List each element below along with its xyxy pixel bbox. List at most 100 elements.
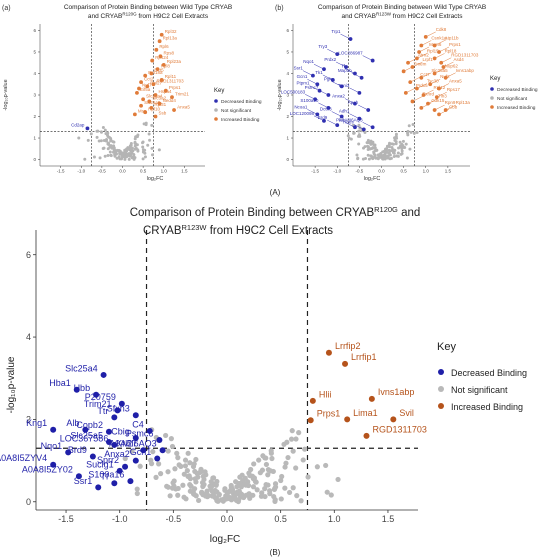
panel-B-point-ns (260, 453, 266, 459)
panel-a-point-increased (154, 47, 159, 52)
panel-B-point-ns (298, 498, 304, 504)
panel-a-point-ns (107, 135, 111, 139)
panel-B-point-ns (150, 449, 156, 455)
panel-B-point-ns (250, 484, 257, 490)
panel-B-xtick-label: 0.0 (221, 514, 234, 524)
panel-a-point-ns (146, 143, 150, 147)
panel-b-point-ns (352, 131, 356, 135)
panel-b-point-ns (397, 146, 401, 150)
panel-B-ytick-label: 4 (26, 332, 31, 342)
panel-b-point-increased (421, 93, 426, 97)
panel-a-point-ns (83, 157, 87, 161)
panel-a-xtick-label: -0.5 (98, 169, 106, 174)
panel-a-point-ns (109, 154, 113, 158)
panel-b-point-ns (408, 147, 412, 151)
panel-a-point-decreased (85, 126, 90, 131)
panel-B-point-ns (129, 448, 135, 454)
panel-B-xlabel: log₂FC (210, 534, 241, 545)
panel-B-point-label-decreased: Psmc6 (126, 428, 154, 438)
panel-b-point-increased (419, 43, 424, 48)
panel-B-point-ns (181, 471, 187, 477)
panel-B-legend-ns-marker (438, 386, 444, 392)
panel-B-point-decreased (132, 412, 139, 419)
panel-b-xtick-label: 0.5 (400, 169, 407, 174)
panel-b-point-decreased (313, 97, 318, 102)
panel-B-point-ns (169, 485, 176, 491)
panel-B-point-increased (307, 417, 314, 424)
panel-a-point-ns (118, 157, 122, 161)
panel-a-point-ns (136, 148, 140, 152)
panel-b-point-label-decreased: Ncoa1 (294, 104, 308, 109)
panel-B-legend-increased: Increased Binding (451, 402, 523, 412)
panel-b-point-ns (381, 154, 385, 158)
panel-a-point-label-increased: Rpl13a (163, 35, 178, 40)
panel-B-point-ns (286, 489, 293, 496)
panel-a-legend-ns: Not significant (221, 108, 252, 114)
panel-b-point-ns (366, 153, 370, 157)
panel-b-point-increased (432, 108, 437, 112)
panel-B-point-label-decreased: Brd9 (68, 445, 87, 455)
panel-B-point-label-increased: Lima1 (353, 408, 378, 418)
panel-a-xtick-label: 1.0 (161, 169, 168, 174)
panel-B-point-label-decreased: Anxa2 (104, 449, 130, 459)
panel-B-title-line2: CRYABR123W from H9C2 Cell Extracts (143, 223, 333, 237)
panel-B-legend: Key Decreased Binding Not significant In… (437, 341, 527, 412)
panel-b-point-ns (401, 145, 405, 149)
panel-b-point-ns (394, 140, 398, 144)
panel-b-point-ns (409, 130, 413, 134)
panel-B-point-ns (290, 485, 296, 491)
panel-b-point-ns (367, 141, 371, 145)
panel-a-ytick-label: 4 (33, 71, 36, 76)
panel-B-point-decreased (111, 480, 118, 487)
panel-b-point-ns (372, 143, 376, 147)
panel-b-point-label-increased: Prdx5 (416, 83, 428, 88)
panel-B-point-ns (281, 441, 287, 447)
panel-b-point-label-increased: Mcm6 (429, 42, 442, 47)
panel-B-point-decreased (100, 371, 107, 378)
panel-B-point-decreased (73, 386, 80, 393)
panel-a-point-ns (86, 138, 90, 142)
panel-b-point-ns (377, 153, 381, 157)
panel-a-ytick-label: 3 (33, 93, 36, 98)
panel-B-point-label-decreased: Kng1 (26, 418, 47, 428)
panel-a-point-increased (159, 78, 164, 82)
panel-a-point-label-increased: Anxa5 (177, 104, 190, 109)
panel-b-point-decreased (370, 58, 375, 63)
panel-a-point-ns (157, 148, 161, 152)
panel-a-point-ns (99, 139, 103, 143)
panel-B-point-ns (185, 450, 191, 456)
panel-B: Comparison of Protein Binding between CR… (0, 205, 527, 545)
panel-B-point-decreased (159, 447, 166, 454)
panel-b-point-label-increased: Rpl13a (456, 100, 471, 105)
panel-b-ytick-label: 0 (286, 157, 289, 162)
panel-B-point-decreased (82, 426, 89, 433)
panel-b-point-label-increased: RGD1311703 (451, 53, 479, 58)
panel-b-point-increased (426, 101, 430, 106)
panel-B-point-ns (184, 468, 190, 474)
panel-b-point-increased (423, 35, 428, 39)
panel-b-point-label-increased: Anxa5 (449, 79, 462, 84)
panel-a-point-increased (139, 80, 143, 84)
panel-b-point-ns (372, 146, 376, 150)
panel-b-point-decreased (348, 37, 353, 41)
panel-B-point-ns (263, 482, 269, 488)
panel-a-point-label-increased: Rpl6 (159, 44, 169, 49)
panel-a-point-increased (143, 110, 148, 115)
panel-b-point-increased (437, 86, 441, 91)
panel-a-xtick-label: -1.0 (77, 169, 85, 174)
panel-b-point-decreased (326, 106, 331, 110)
panel-a-point-ns (77, 136, 81, 140)
panel-b-point-label-decreased: Dctn3 (320, 107, 332, 112)
panel-b-xlabel: log₂FC (364, 176, 381, 182)
panel-b-point-ns (381, 157, 385, 161)
panel-B-point-ns (335, 476, 341, 483)
panel-b-ylabel: -log₁₀p-value (277, 79, 283, 110)
panel-B-point-decreased (50, 426, 57, 433)
panel-a-point-ns (121, 151, 125, 155)
panel-B-point-ns (267, 491, 273, 497)
panel-B-point-increased (344, 416, 351, 423)
panel-b-point-increased (419, 75, 424, 80)
panel-a-point-ns (110, 146, 114, 150)
panel-a-point-label-increased: Rpl8 (161, 63, 171, 68)
panel-b-point-label-decreased: LOC500183 (281, 89, 306, 94)
